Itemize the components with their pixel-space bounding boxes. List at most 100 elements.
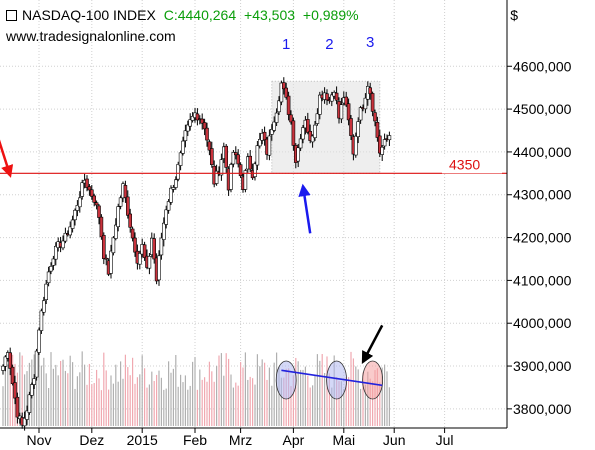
volume-bar	[120, 361, 122, 426]
volume-bar	[184, 375, 186, 426]
volume-bar	[228, 358, 230, 426]
volume-bar	[168, 361, 170, 426]
candle-body	[46, 271, 51, 284]
volume-bar	[302, 369, 304, 426]
volume-bar	[177, 386, 179, 426]
volume-bar	[256, 354, 258, 426]
volume-bar	[2, 386, 4, 426]
candle-body	[181, 140, 185, 154]
chart-title: NASDAQ-100 INDEX	[22, 7, 156, 23]
volume-bar	[45, 373, 47, 426]
candle-body	[174, 179, 178, 188]
plot-area	[0, 0, 507, 428]
volume-bar	[199, 369, 201, 426]
volume-bar	[218, 355, 220, 426]
volume-bar	[232, 387, 234, 426]
volume-bar	[364, 384, 366, 426]
volume-bar	[158, 370, 160, 426]
volume-bar	[328, 373, 330, 426]
volume-bar	[108, 389, 110, 426]
volume-bar	[309, 387, 311, 426]
candle-body	[349, 118, 353, 136]
candle-body	[142, 244, 147, 258]
volume-bar	[19, 352, 21, 426]
volume-bar	[247, 379, 249, 426]
candle-body	[313, 124, 317, 138]
volume-bar	[220, 353, 222, 426]
candle-body	[243, 170, 248, 190]
volume-bar	[100, 390, 102, 426]
volume-bar	[105, 370, 107, 426]
candle-body	[109, 250, 113, 274]
candle-body	[262, 131, 267, 141]
candle-body	[152, 238, 156, 260]
resistance-label: 4350	[449, 156, 480, 172]
candle-body	[334, 92, 339, 101]
candle-body	[92, 195, 96, 203]
candle-body	[75, 205, 80, 211]
volume-bar	[79, 372, 81, 426]
candle-body	[176, 164, 180, 180]
candle-body	[128, 213, 132, 228]
volume-bar	[74, 388, 76, 426]
volume-bar	[163, 389, 165, 426]
candle-body	[63, 232, 68, 242]
volume-bar	[230, 374, 232, 426]
volume-bar	[206, 381, 208, 426]
y-tick-label: 3800,000	[513, 401, 572, 417]
candle-body	[344, 96, 349, 106]
volume-bar	[381, 367, 383, 426]
volume-bar	[348, 377, 350, 426]
volume-bar	[276, 352, 278, 426]
volume-bar	[292, 375, 294, 426]
candle-body	[39, 310, 44, 331]
candle-body	[207, 141, 212, 151]
candle-body	[310, 135, 315, 143]
y-tick-label: 4000,000	[513, 315, 572, 331]
candle-body	[41, 300, 46, 313]
volume-bar	[189, 385, 191, 426]
volume-bar	[316, 354, 318, 426]
volume-bar	[182, 382, 184, 426]
volume-bar	[151, 371, 153, 426]
volume-bar	[352, 358, 354, 426]
volume-bar	[153, 380, 155, 426]
candle-body	[234, 152, 238, 156]
candle-body	[279, 82, 284, 103]
y-tick-label: 4300,000	[513, 187, 572, 203]
volume-bar	[362, 372, 364, 426]
volume-bar	[64, 370, 66, 426]
volume-bar	[259, 366, 261, 426]
volume-bar	[196, 389, 198, 426]
candle-body	[111, 237, 116, 254]
candle-body	[353, 135, 358, 156]
volume-trend-line	[281, 369, 383, 387]
volume-bar	[343, 388, 345, 426]
candle-body	[102, 234, 106, 259]
volume-bar	[312, 385, 314, 426]
volume-bar	[213, 381, 215, 426]
candle-body	[190, 116, 195, 121]
volume-bar	[148, 384, 150, 426]
volume-bar	[324, 373, 326, 426]
y-tick-label: 4400,000	[513, 144, 572, 160]
volume-bar	[57, 375, 59, 426]
volume-bar	[112, 383, 114, 426]
volume-bar	[127, 367, 129, 426]
volume-bar	[225, 353, 227, 426]
candle-body	[356, 121, 361, 137]
volume-bar	[357, 369, 359, 426]
volume-bar	[204, 377, 206, 426]
volume-bar	[271, 385, 273, 426]
volume-bar	[21, 355, 23, 426]
candle-body	[138, 253, 142, 265]
volume-bar	[40, 365, 42, 426]
volume-bar	[252, 378, 254, 426]
volume-bar	[132, 357, 134, 426]
volume-bar	[386, 371, 388, 426]
candle-body	[114, 224, 118, 239]
volume-bar	[367, 371, 369, 426]
candle-body	[363, 97, 368, 110]
candle-body	[274, 112, 279, 123]
